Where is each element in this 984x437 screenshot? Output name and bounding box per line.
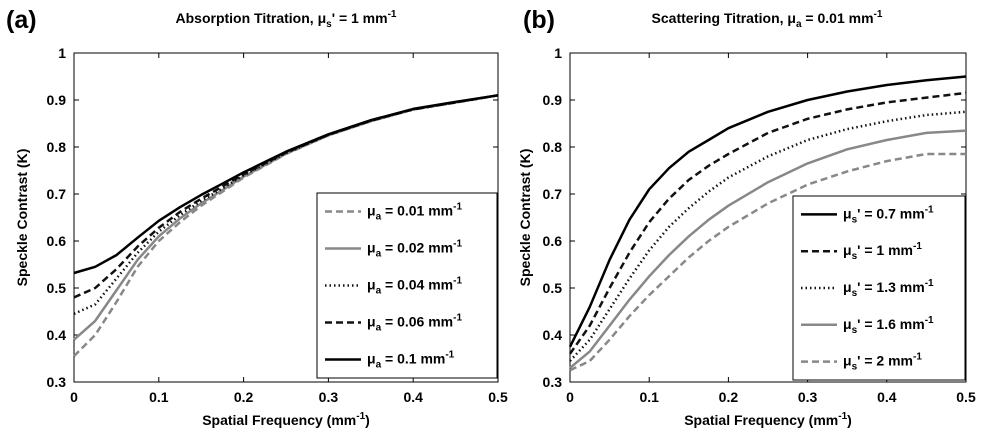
y-tick-label: 0.6 <box>543 233 563 249</box>
chart-title: Absorption Titration, μs' = 1 mm-1 <box>176 9 397 30</box>
y-tick-label: 0.5 <box>47 280 67 296</box>
x-tick-label: 0.1 <box>149 389 169 405</box>
x-tick-label: 0 <box>70 389 78 405</box>
legend-entry: μs' = 0.7 mm-1 <box>843 204 934 225</box>
legend-entry: μa = 0.01 mm-1 <box>367 202 462 223</box>
x-tick-label: 0.4 <box>403 389 423 405</box>
y-tick-label: 1 <box>554 45 562 61</box>
legend-entry: μa = 0.1 mm-1 <box>367 350 455 371</box>
legend-entry: μs' = 1 mm-1 <box>843 241 922 262</box>
y-tick-label: 0.8 <box>543 139 563 155</box>
y-tick-label: 0.7 <box>543 186 563 202</box>
y-tick-label: 0.9 <box>543 92 563 108</box>
series-line-3 <box>569 129 967 369</box>
legend-entry: μs' = 2 mm-1 <box>843 352 922 373</box>
x-tick-label: 0.2 <box>719 389 739 405</box>
x-tick-label: 0.3 <box>319 389 339 405</box>
x-tick-label: 0.2 <box>234 389 254 405</box>
x-tick-label: 0.1 <box>639 389 659 405</box>
chart-panel-a: (a) Absorption Titration, μs' = 1 mm-10 0.… <box>6 6 508 428</box>
y-tick-label: 0.3 <box>47 374 67 390</box>
legend: μa = 0.01 mm-1 μa = 0.02 mm-1 μa = 0.04 mm… <box>316 192 498 379</box>
x-axis-label: Spatial Frequency (mm-1) <box>684 411 852 428</box>
x-tick-label: 0 <box>566 389 574 405</box>
series-line-2 <box>73 94 499 315</box>
chart-title: Scattering Titration, μa = 0.01 mm-1 <box>652 9 883 30</box>
x-axis-label: Spatial Frequency (mm-1) <box>202 411 370 428</box>
legend-entry: μs' = 1.6 mm-1 <box>843 315 934 336</box>
legend-entry: μa = 0.04 mm-1 <box>367 276 462 297</box>
series-line-1 <box>568 91 967 355</box>
y-tick-label: 0.9 <box>47 92 67 108</box>
legend-entry: μs' = 1.3 mm-1 <box>843 278 934 299</box>
x-tick-label: 0.5 <box>488 389 508 405</box>
series-line-4 <box>569 152 966 372</box>
y-tick-label: 0.4 <box>543 327 563 343</box>
y-tick-label: 0.8 <box>47 139 67 155</box>
series-line-0 <box>568 75 967 348</box>
y-tick-label: 0.3 <box>543 374 563 390</box>
legend-box <box>792 195 966 381</box>
y-tick-label: 1 <box>58 45 66 61</box>
x-tick-label: 0.5 <box>956 389 976 405</box>
x-tick-label: 0.4 <box>877 389 897 405</box>
series-line-2 <box>569 110 967 362</box>
y-tick-label: 0.7 <box>47 186 67 202</box>
y-axis-label: Speckle Contrast (K) <box>517 149 533 287</box>
series-line-4 <box>73 94 499 275</box>
legend: μs' = 0.7 mm-1 μs' = 1 mm-1 μs' = 1.3 mm-1… <box>792 195 966 381</box>
legend-box <box>316 192 498 379</box>
y-tick-label: 0.5 <box>543 280 563 296</box>
legend-entry: μa = 0.02 mm-1 <box>367 239 462 260</box>
legend-entry: μa = 0.06 mm-1 <box>367 313 462 334</box>
chart-panel-b: (b) Scattering Titration, μa = 0.01 mm-1 0… <box>517 6 976 428</box>
y-tick-label: 0.4 <box>47 327 67 343</box>
y-axis-label: Speckle Contrast (K) <box>14 149 30 287</box>
panel-label: (b) <box>523 6 555 34</box>
x-tick-label: 0.3 <box>798 389 818 405</box>
y-tick-label: 0.6 <box>47 233 67 249</box>
panel-label: (a) <box>6 6 37 34</box>
